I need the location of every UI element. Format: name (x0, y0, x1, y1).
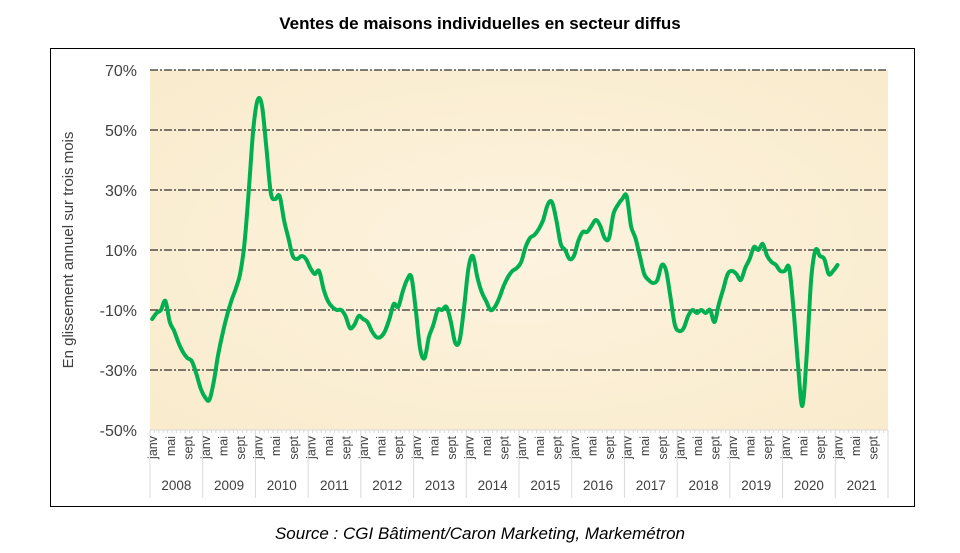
month-tick-label: mai (691, 436, 705, 456)
year-tick-label: 2021 (847, 478, 877, 493)
month-tick-label: mai (164, 436, 178, 456)
month-tick-label: mai (585, 436, 599, 456)
month-tick-label: janv (673, 435, 687, 460)
month-tick-label: janv (515, 435, 529, 460)
year-tick-label: 2011 (320, 478, 349, 493)
month-tick-label: sept (339, 435, 353, 459)
month-tick-label: janv (410, 435, 424, 460)
y-tick-label: 10% (105, 243, 137, 260)
year-tick-label: 2016 (583, 478, 613, 493)
year-tick-label: 2009 (214, 478, 244, 493)
month-tick-label: mai (638, 436, 652, 456)
month-tick-label: janv (146, 435, 160, 460)
month-tick-label: janv (357, 435, 371, 460)
month-tick-label: mai (322, 436, 336, 456)
month-tick-label: sept (867, 435, 881, 459)
year-tick-label: 2012 (372, 478, 402, 493)
month-tick-label: sept (287, 435, 301, 459)
month-tick-label: mai (744, 436, 758, 456)
month-tick-label: mai (849, 436, 863, 456)
month-tick-label: sept (603, 435, 617, 459)
year-tick-label: 2017 (636, 478, 666, 493)
month-tick-label: janv (462, 435, 476, 460)
month-tick-label: sept (181, 435, 195, 459)
year-tick-label: 2008 (161, 478, 191, 493)
month-tick-label: janv (568, 435, 582, 460)
month-tick-label: sept (656, 435, 670, 459)
year-tick-label: 2019 (741, 478, 771, 493)
y-tick-label: 50% (105, 123, 137, 140)
month-tick-label: mai (427, 436, 441, 456)
month-tick-label: sept (445, 435, 459, 459)
y-tick-label: -10% (100, 303, 137, 320)
month-tick-label: mai (375, 436, 389, 456)
y-tick-label: -30% (100, 363, 137, 380)
month-tick-label: sept (498, 435, 512, 459)
month-tick-label: mai (480, 436, 494, 456)
year-tick-label: 2015 (530, 478, 560, 493)
month-tick-label: janv (252, 435, 266, 460)
month-tick-label: sept (814, 435, 828, 459)
month-tick-label: sept (708, 435, 722, 459)
y-axis-label: En glissement annuel sur trois mois (60, 132, 77, 369)
y-tick-label: -50% (100, 423, 137, 440)
gridlines (150, 69, 888, 371)
month-tick-label: janv (779, 435, 793, 460)
year-tick-label: 2014 (478, 478, 509, 493)
month-tick-label: sept (234, 435, 248, 459)
series-line (150, 96, 840, 409)
month-tick-label: sept (761, 435, 775, 459)
chart-title: Ventes de maisons individuelles en secte… (279, 14, 681, 33)
month-tick-label: janv (199, 435, 213, 460)
month-tick-label: janv (304, 435, 318, 460)
month-tick-label: mai (216, 436, 230, 456)
month-tick-label: janv (621, 435, 635, 460)
month-tick-label: sept (550, 435, 564, 459)
month-tick-label: janv (831, 435, 845, 460)
month-tick-label: janv (726, 435, 740, 460)
month-tick-label: mai (796, 436, 810, 456)
y-tick-labels: 70% 50% 30% 10% -10% -30% -50% (100, 63, 137, 440)
year-tick-label: 2013 (425, 478, 455, 493)
year-tick-label: 2018 (688, 478, 718, 493)
y-tick-label: 70% (105, 63, 137, 80)
year-tick-label: 2020 (794, 478, 824, 493)
source-note: Source : CGI Bâtiment/Caron Marketing, M… (274, 524, 686, 543)
month-tick-label: sept (392, 435, 406, 459)
month-tick-label: mai (533, 436, 547, 456)
month-tick-label: mai (269, 436, 283, 456)
y-tick-label: 30% (105, 183, 137, 200)
year-tick-label: 2010 (267, 478, 297, 493)
